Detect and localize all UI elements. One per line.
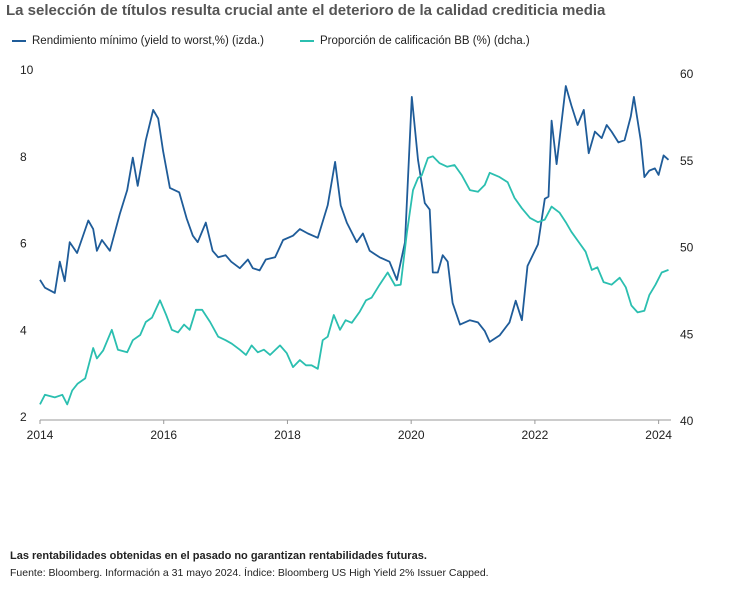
y2-tick-label: 40 — [680, 414, 694, 428]
legend-label: Proporción de calificación BB (%) (dcha.… — [320, 35, 530, 47]
x-tick-label: 2022 — [522, 428, 549, 442]
chart-title: La selección de títulos resulta crucial … — [6, 2, 606, 19]
series-line — [39, 155, 669, 406]
legend-label: Rendimiento mínimo (yield to worst,%) (i… — [32, 35, 264, 47]
x-tick-label: 2024 — [645, 428, 672, 442]
source-note: Fuente: Bloomberg. Información a 31 mayo… — [10, 566, 489, 579]
x-tick-label: 2014 — [27, 428, 54, 442]
disclaimer: Las rentabilidades obtenidas en el pasad… — [10, 550, 427, 562]
series-line — [39, 85, 670, 343]
y-tick-label: 6 — [20, 237, 27, 251]
y2-tick-label: 60 — [680, 67, 694, 81]
y-tick-label: 8 — [20, 150, 27, 164]
y-tick-label: 2 — [20, 410, 27, 424]
x-tick-label: 2020 — [398, 428, 425, 442]
x-tick-label: 2018 — [274, 428, 301, 442]
y-tick-label: 4 — [20, 323, 27, 337]
y-tick-label: 10 — [20, 63, 34, 77]
y2-tick-label: 45 — [680, 327, 694, 341]
x-tick-label: 2016 — [150, 428, 177, 442]
y2-tick-label: 50 — [680, 241, 694, 255]
y2-tick-label: 55 — [680, 154, 694, 168]
